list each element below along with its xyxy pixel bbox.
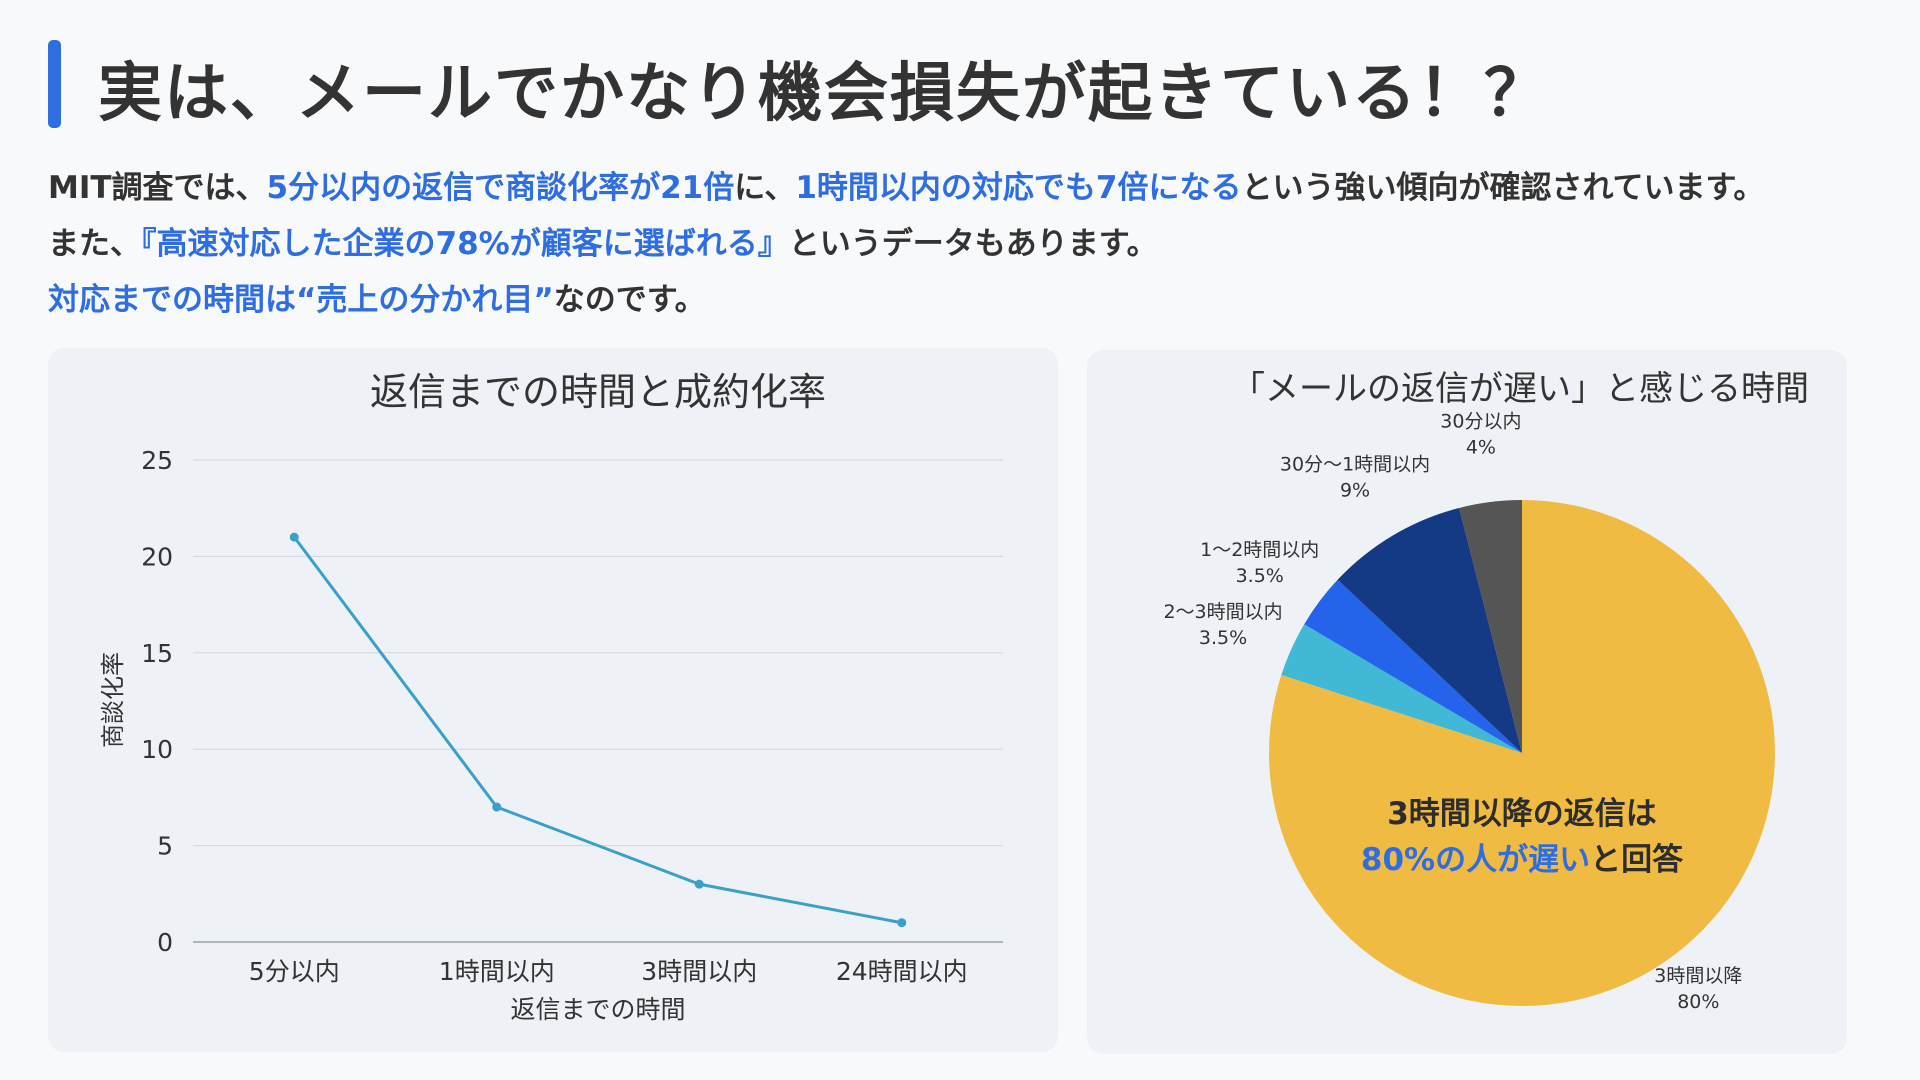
y-axis-label: 商談化率 xyxy=(99,652,127,748)
intro-line1-text-c: という強い傾向が確認されています。 xyxy=(1241,170,1765,206)
intro-line2-text-a: また、 xyxy=(48,226,141,262)
y-tick-label: 0 xyxy=(157,928,173,957)
intro-line-2: また、『高速対応した企業の78%が顧客に選ばれる』というデータもあります。 xyxy=(48,216,1764,272)
slice-label: 30分以内 xyxy=(1440,411,1521,433)
slice-value-label: 3.5% xyxy=(1199,627,1247,649)
y-tick-label: 20 xyxy=(141,542,173,571)
x-tick-label: 1時間以内 xyxy=(439,957,555,986)
slice-value-label: 80% xyxy=(1677,991,1719,1013)
pie-slice xyxy=(1269,500,1775,1007)
intro-line1-highlight-1: 5分以内の返信で商談化率が21倍 xyxy=(266,170,735,206)
line-chart-card: 返信までの時間と成約化率 0 5 10 15 20 25 5分以内 1時間以内 3時間以内 24… xyxy=(48,348,1058,1052)
line-chart-title: 返信までの時間と成約化率 xyxy=(370,370,826,414)
line-chart: 返信までの時間と成約化率 0 5 10 15 20 25 5分以内 1時間以内 3時間以内 24… xyxy=(99,370,1003,1024)
data-point xyxy=(694,879,704,889)
slice-label: 2〜3時間以内 xyxy=(1163,601,1282,623)
x-tick-label: 24時間以内 xyxy=(836,957,968,986)
y-tick-label: 25 xyxy=(141,446,173,475)
data-point xyxy=(897,918,907,928)
intro-line1-text-b: に、 xyxy=(734,170,796,206)
x-axis-label: 返信までの時間 xyxy=(510,995,685,1024)
pie-annotation-rest: と回答 xyxy=(1590,842,1684,878)
pie-annotation-line-2: 80%の人が遅いと回答 xyxy=(1361,842,1684,878)
intro-line-1: MIT調査では、5分以内の返信で商談化率が21倍に、1時間以内の対応でも7倍にな… xyxy=(48,160,1764,216)
pie-chart-title: 「メールの返信が遅い」と感じる時間 xyxy=(1231,369,1809,409)
intro-line1-highlight-2: 1時間以内の対応でも7倍になる xyxy=(795,170,1242,206)
pie-annotation-line-1: 3時間以降の返信は xyxy=(1387,796,1657,832)
pie-slice xyxy=(1459,500,1522,753)
y-tick-label: 10 xyxy=(141,735,173,764)
slice-label: 3時間以降 xyxy=(1654,965,1742,987)
pie-annotation-highlight: 80%の人が遅い xyxy=(1361,842,1590,878)
pie-chart: 「メールの返信が遅い」と感じる時間 3時間以降 80% 2〜3時間以内 3.5% 1〜2… xyxy=(1163,369,1809,1013)
y-tick-label: 15 xyxy=(141,639,173,668)
slice-value-label: 4% xyxy=(1466,437,1496,459)
data-point xyxy=(289,532,299,542)
title-accent-bar xyxy=(48,40,61,128)
slice-label: 1〜2時間以内 xyxy=(1200,539,1319,561)
intro-text: MIT調査では、5分以内の返信で商談化率が21倍に、1時間以内の対応でも7倍にな… xyxy=(48,160,1764,328)
intro-line-3: 対応までの時間は“売上の分かれ目”なのです。 xyxy=(48,272,1764,328)
intro-line2-highlight: 『高速対応した企業の78%が顧客に選ばれる』 xyxy=(141,226,789,262)
line-series xyxy=(293,536,903,925)
slice-label: 30分〜1時間以内 xyxy=(1280,454,1430,476)
intro-line1-text-a: MIT調査では、 xyxy=(48,170,267,206)
x-tick-label: 5分以内 xyxy=(249,957,340,986)
pie-slice xyxy=(1281,624,1522,753)
intro-line2-text-b: というデータもあります。 xyxy=(788,226,1158,262)
slice-value-label: 3.5% xyxy=(1236,565,1284,587)
x-tick-label: 3時間以内 xyxy=(641,957,757,986)
slice-value-label: 9% xyxy=(1340,480,1370,502)
y-tick-label: 5 xyxy=(157,832,173,861)
intro-line3-text: なのです。 xyxy=(553,282,706,318)
pie-slice xyxy=(1337,507,1522,753)
data-point xyxy=(492,802,502,812)
page-title: 実は、メールでかなり機会損失が起きている！？ xyxy=(98,57,1550,131)
pie-chart-card: 「メールの返信が遅い」と感じる時間 3時間以降 80% 2〜3時間以内 3.5% 1〜2… xyxy=(1087,350,1847,1054)
intro-line3-highlight: 対応までの時間は“売上の分かれ目” xyxy=(48,282,554,318)
pie-slice xyxy=(1304,579,1522,753)
